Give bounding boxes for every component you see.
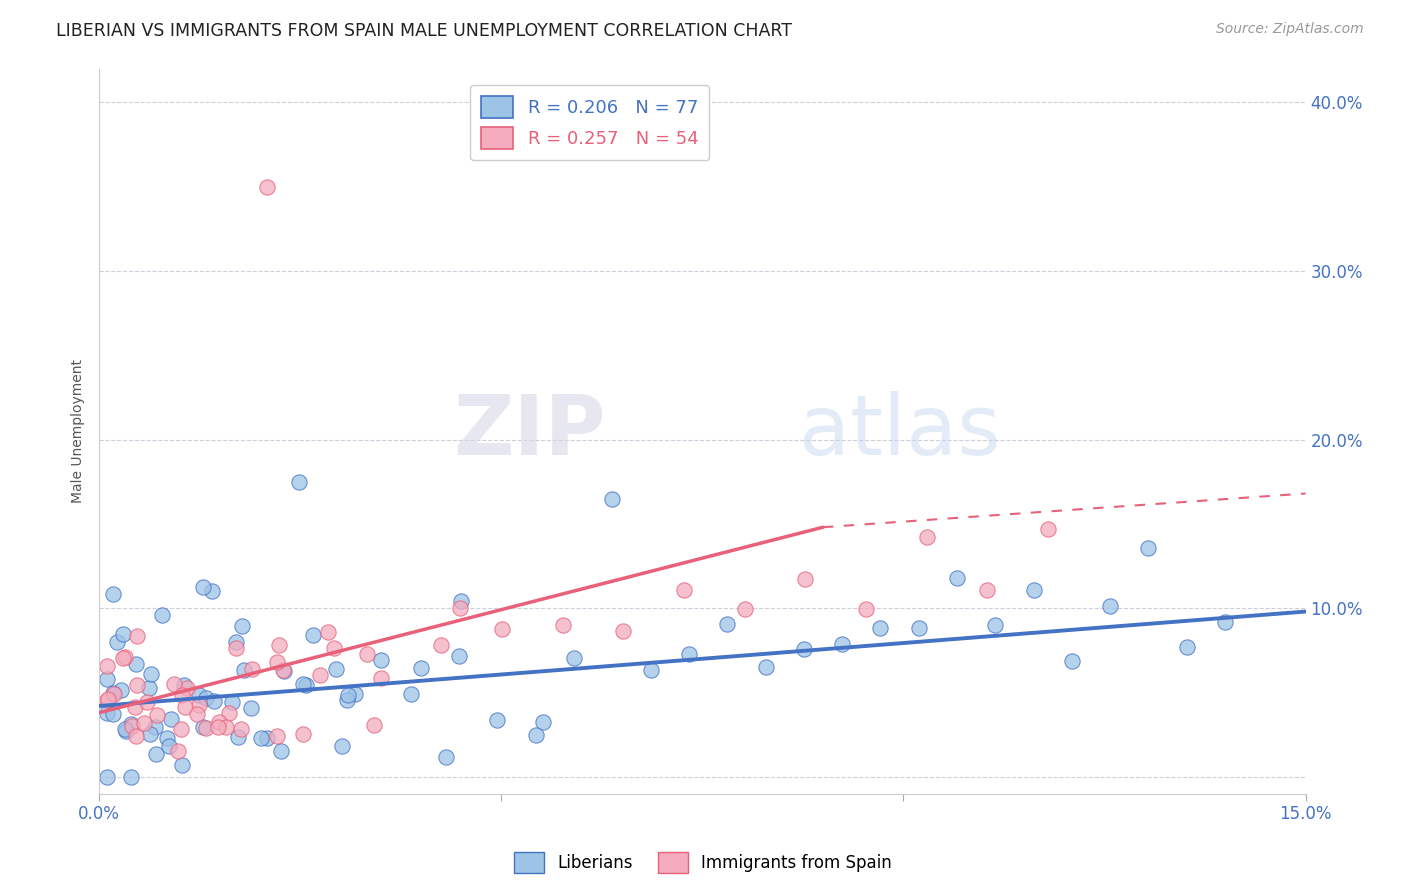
Legend: R = 0.206   N = 77, R = 0.257   N = 54: R = 0.206 N = 77, R = 0.257 N = 54 bbox=[470, 85, 710, 160]
Text: LIBERIAN VS IMMIGRANTS FROM SPAIN MALE UNEMPLOYMENT CORRELATION CHART: LIBERIAN VS IMMIGRANTS FROM SPAIN MALE U… bbox=[56, 22, 792, 40]
Y-axis label: Male Unemployment: Male Unemployment bbox=[72, 359, 86, 503]
Text: ZIP: ZIP bbox=[453, 391, 606, 472]
Text: atlas: atlas bbox=[799, 391, 1001, 472]
Text: Source: ZipAtlas.com: Source: ZipAtlas.com bbox=[1216, 22, 1364, 37]
Legend: Liberians, Immigrants from Spain: Liberians, Immigrants from Spain bbox=[508, 846, 898, 880]
